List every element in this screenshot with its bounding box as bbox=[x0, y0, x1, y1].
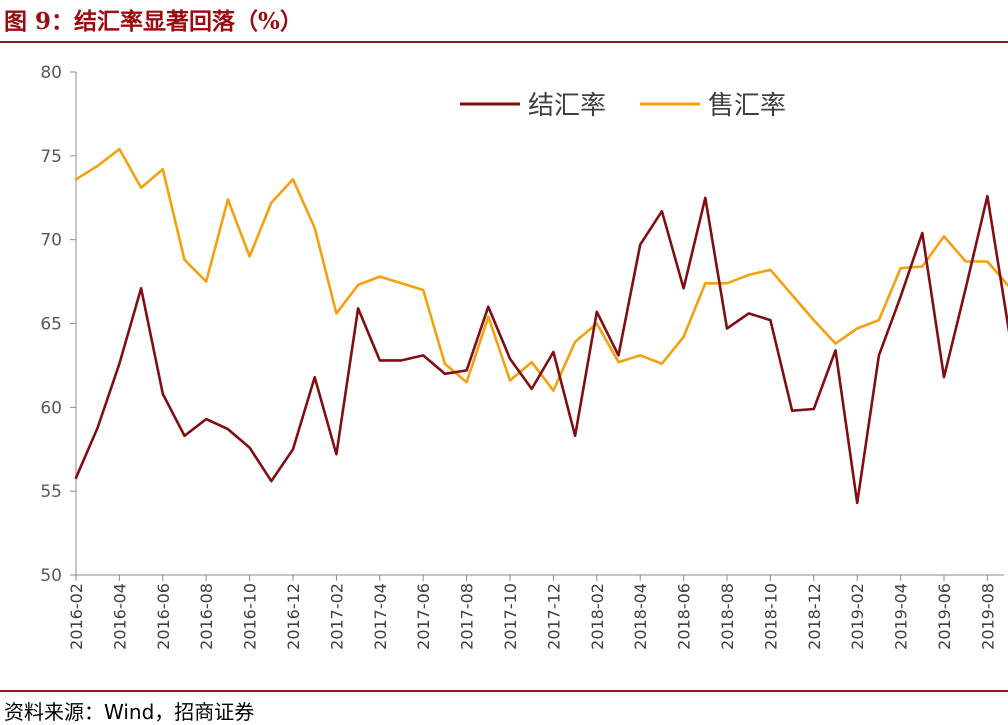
y-tick-label: 60 bbox=[40, 398, 62, 418]
x-tick-label: 2019-04 bbox=[892, 583, 911, 650]
x-tick-label: 2017-10 bbox=[501, 583, 520, 650]
chart-axes bbox=[70, 71, 1004, 581]
x-tick-label: 2016-04 bbox=[110, 583, 129, 650]
series-line-settlement-rate bbox=[74, 194, 1008, 505]
x-tick-label: 2016-08 bbox=[197, 583, 216, 650]
title-divider bbox=[0, 41, 1008, 43]
x-tick-label: 2019-02 bbox=[848, 583, 867, 650]
y-axis-tick-labels: 50 55 60 65 70 75 80 bbox=[40, 63, 62, 586]
y-tick-label: 75 bbox=[40, 147, 62, 167]
x-tick-label: 2018-04 bbox=[631, 583, 650, 650]
y-tick-label: 55 bbox=[40, 482, 62, 502]
x-tick-label: 2017-12 bbox=[544, 583, 563, 650]
x-tick-label: 2016-10 bbox=[241, 583, 260, 650]
legend-label: 结汇率 bbox=[528, 91, 606, 121]
x-tick-label: 2018-12 bbox=[805, 583, 824, 650]
x-tick-label: 2017-08 bbox=[458, 583, 477, 650]
y-tick-label: 70 bbox=[40, 231, 62, 251]
figure-title: 图 9：结汇率显著回落（%） bbox=[4, 8, 303, 35]
source-note: 资料来源：Wind，招商证券 bbox=[4, 700, 255, 724]
x-tick-label: 2019-06 bbox=[935, 583, 954, 650]
x-tick-label: 2018-10 bbox=[761, 583, 780, 650]
x-tick-label: 2016-06 bbox=[154, 583, 173, 650]
chart-legend: 结汇率 售汇率 bbox=[460, 91, 786, 121]
x-tick-label: 2018-06 bbox=[675, 583, 694, 650]
y-tick-label: 65 bbox=[40, 315, 62, 335]
x-tick-label: 2019-08 bbox=[978, 583, 997, 650]
x-tick-label: 2017-06 bbox=[414, 583, 433, 650]
series-line-sales-rate bbox=[74, 147, 1008, 392]
y-tick-label: 50 bbox=[40, 566, 62, 586]
chart-series-lines bbox=[74, 147, 1008, 505]
y-tick-label: 80 bbox=[40, 63, 62, 83]
x-tick-label: 2016-12 bbox=[284, 583, 303, 650]
source-divider bbox=[0, 690, 1008, 692]
x-tick-label: 2017-02 bbox=[327, 583, 346, 650]
x-tick-label: 2018-02 bbox=[588, 583, 607, 650]
legend-label: 售汇率 bbox=[708, 91, 786, 121]
x-axis-tick-labels: 2016-02 2016-04 2016-06 2016-08 2016-10 2016-… bbox=[67, 583, 997, 650]
x-tick-label: 2016-02 bbox=[67, 583, 86, 650]
x-tick-label: 2017-04 bbox=[371, 583, 390, 650]
x-tick-label: 2018-08 bbox=[718, 583, 737, 650]
